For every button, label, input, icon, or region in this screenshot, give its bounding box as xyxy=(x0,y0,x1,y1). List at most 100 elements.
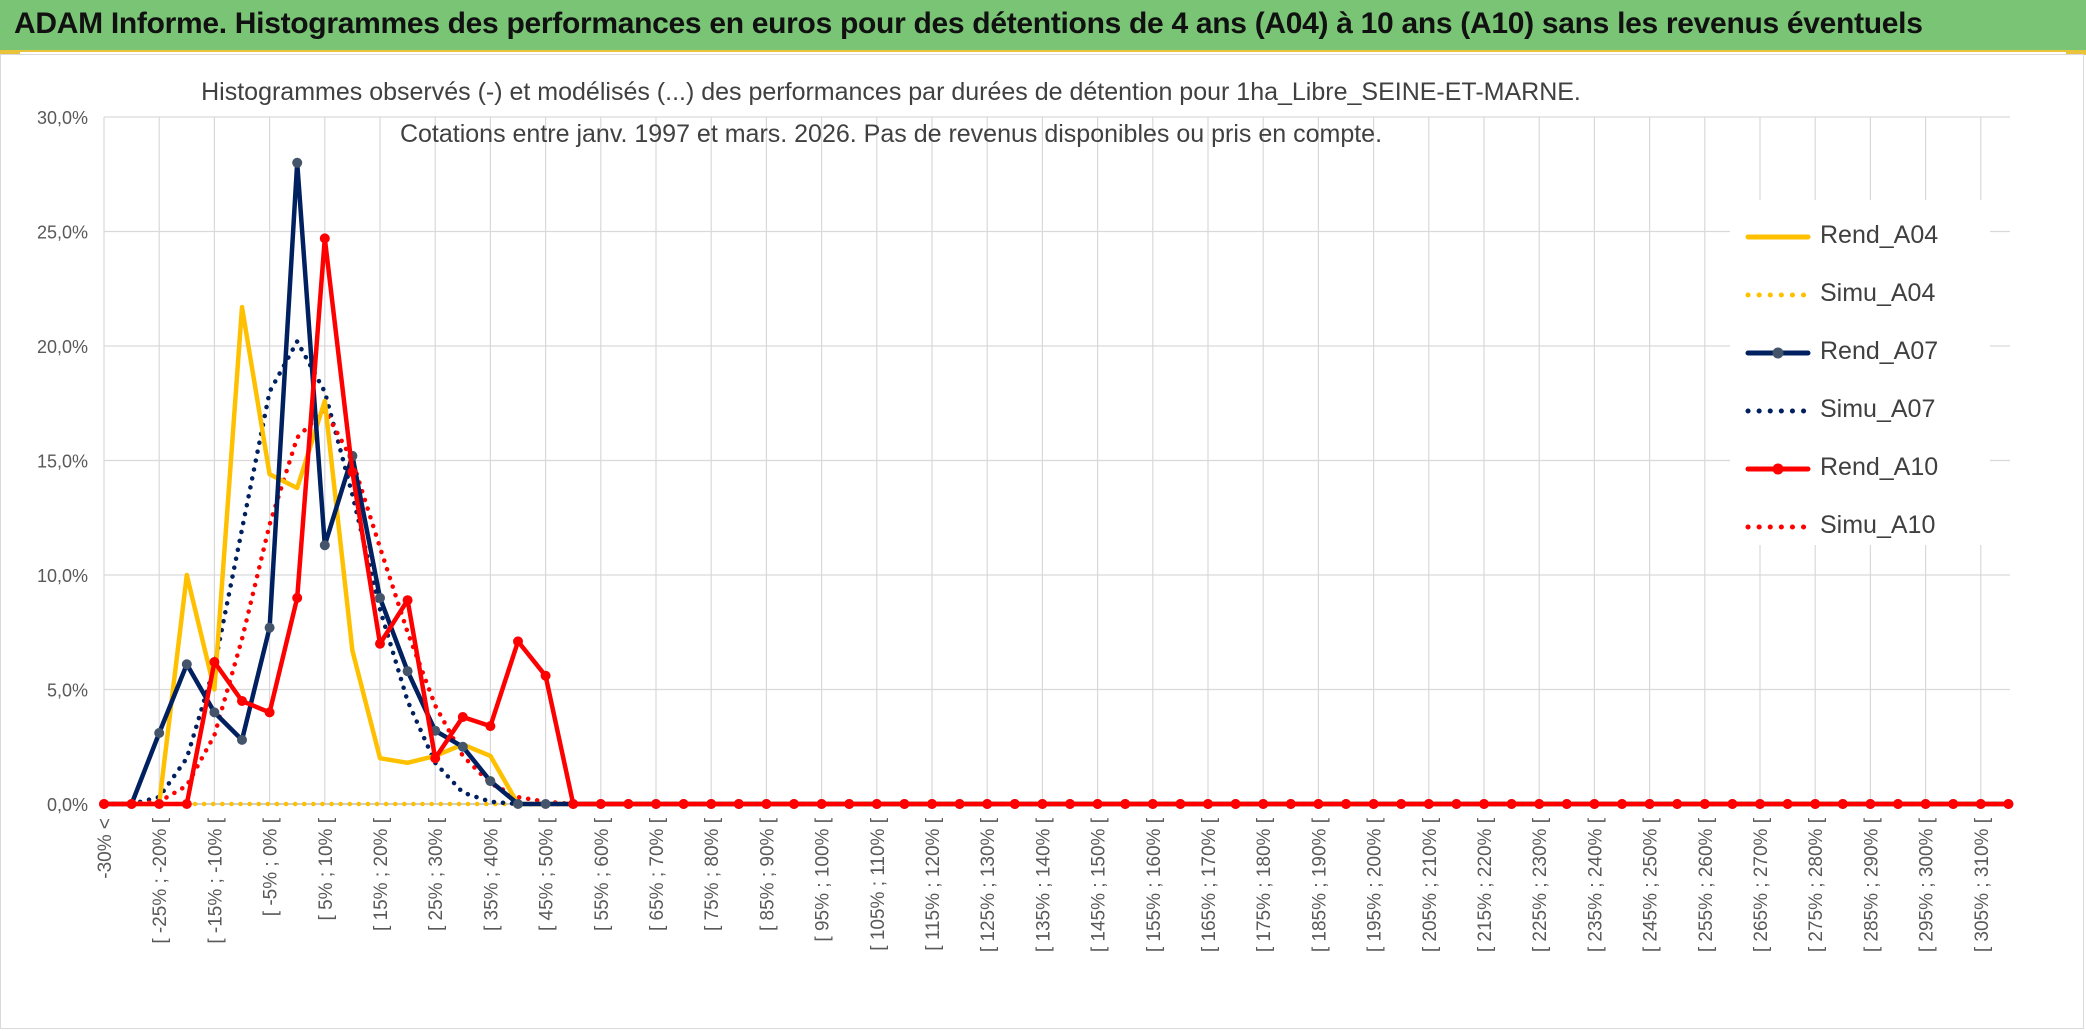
x-tick-label: [ 175% ; 180% [ xyxy=(1254,817,1275,952)
chart-frame xyxy=(0,54,2084,1029)
legend-item-rend-a07: Rend_A07 xyxy=(1742,333,1992,373)
data-point-rend-a10 xyxy=(319,233,330,244)
data-point-rend-a07 xyxy=(237,734,247,745)
legend-item-simu-a10: Simu_A10 xyxy=(1742,507,1992,547)
legend-label: Simu_A07 xyxy=(1820,395,1936,423)
data-point-rend-a10 xyxy=(1617,799,1627,809)
data-point-rend-a10 xyxy=(1230,799,1241,809)
data-point-rend-a10 xyxy=(651,799,661,809)
data-point-rend-a10 xyxy=(1175,799,1186,809)
x-tick-label: [ 215% ; 220% [ xyxy=(1475,817,1496,952)
data-point-rend-a10 xyxy=(844,799,855,809)
data-point-rend-a10 xyxy=(347,466,358,477)
data-point-rend-a10 xyxy=(126,799,137,809)
data-point-rend-a10 xyxy=(99,799,109,809)
legend-swatch xyxy=(1745,292,1811,298)
chart-subtitle: Cotations entre janv. 1997 et mars. 2026… xyxy=(399,120,1383,148)
x-tick-label: [ -5% ; 0% [ xyxy=(261,817,282,916)
x-tick-label: [ 195% ; 200% [ xyxy=(1365,817,1386,952)
data-point-rend-a10 xyxy=(1147,799,1158,809)
data-point-rend-a10 xyxy=(1920,799,1931,809)
x-tick-label: [ 155% ; 160% [ xyxy=(1144,817,1165,952)
data-point-rend-a10 xyxy=(1644,799,1655,809)
data-point-rend-a10 xyxy=(568,799,579,809)
data-point-rend-a07 xyxy=(292,157,303,168)
data-point-rend-a10 xyxy=(1948,799,1959,809)
data-point-rend-a07 xyxy=(540,799,551,809)
data-point-rend-a10 xyxy=(1727,799,1738,809)
legend-label: Rend_A07 xyxy=(1820,337,1939,365)
y-axis-ticks: 0,0% 5,0% 10,0% 15,0% 20,0% 25,0% 30,0% xyxy=(37,108,88,815)
x-tick-label: [ 205% ; 210% [ xyxy=(1420,817,1441,952)
data-point-rend-a10 xyxy=(1782,799,1793,809)
x-tick-label: [ 185% ; 190% [ xyxy=(1309,817,1330,952)
corner-accent-left xyxy=(0,50,20,55)
data-point-rend-a10 xyxy=(375,638,385,649)
legend-label: Simu_A04 xyxy=(1820,279,1936,307)
data-point-rend-a10 xyxy=(927,799,937,809)
data-point-rend-a10 xyxy=(789,799,799,809)
data-point-rend-a10 xyxy=(1423,799,1434,809)
data-point-rend-a10 xyxy=(982,799,993,809)
data-point-rend-a07 xyxy=(375,592,385,603)
data-point-rend-a07 xyxy=(181,659,192,670)
x-tick-label: [ 165% ; 170% [ xyxy=(1199,817,1220,952)
data-point-rend-a10 xyxy=(1451,799,1462,809)
chart-legend: Rend_A04 Simu_A04 Rend_A07 Simu_A07 Rend_A10… xyxy=(1730,200,1990,545)
data-point-rend-a10 xyxy=(1561,799,1572,809)
data-point-rend-a07 xyxy=(485,776,496,787)
x-tick-label: [ 295% ; 300% [ xyxy=(1917,817,1938,952)
x-tick-label: [ 75% ; 80% [ xyxy=(702,817,723,931)
data-point-rend-a10 xyxy=(1341,799,1351,809)
data-point-rend-a10 xyxy=(1810,799,1821,809)
legend-swatch xyxy=(1745,524,1811,530)
data-point-rend-a10 xyxy=(678,799,689,809)
data-point-rend-a10 xyxy=(623,799,634,809)
data-point-rend-a10 xyxy=(954,799,965,809)
legend-item-rend-a10: Rend_A10 xyxy=(1742,449,1992,489)
data-point-rend-a07 xyxy=(319,540,330,551)
data-point-rend-a10 xyxy=(595,799,606,809)
x-tick-label: [ -15% ; -10% [ xyxy=(205,817,226,943)
x-tick-label: [ 25% ; 30% [ xyxy=(426,817,447,931)
y-tick-label: 15,0% xyxy=(37,452,88,472)
x-tick-label: [ 125% ; 130% [ xyxy=(978,817,999,952)
data-point-rend-a10 xyxy=(1009,799,1020,809)
series-line-rend-a10 xyxy=(101,236,2011,807)
data-point-rend-a10 xyxy=(899,799,910,809)
data-point-rend-a07 xyxy=(457,741,468,752)
x-tick-label: [ 235% ; 240% [ xyxy=(1585,817,1606,952)
data-point-rend-a10 xyxy=(264,707,275,718)
y-tick-label: 10,0% xyxy=(37,566,88,586)
data-point-rend-a10 xyxy=(237,695,247,706)
data-point-rend-a10 xyxy=(154,799,165,809)
data-point-rend-a10 xyxy=(457,711,468,722)
data-point-rend-a10 xyxy=(209,657,220,668)
data-point-rend-a07 xyxy=(209,707,220,718)
data-point-rend-a10 xyxy=(1975,799,1986,809)
legend-swatch xyxy=(1745,347,1811,359)
legend-swatch xyxy=(1745,463,1811,475)
legend-label: Rend_A10 xyxy=(1820,453,1939,481)
data-point-rend-a10 xyxy=(1092,799,1103,809)
data-point-rend-a10 xyxy=(761,799,772,809)
data-point-rend-a10 xyxy=(1837,799,1848,809)
report-banner: ADAM Informe. Histogrammes des performan… xyxy=(0,0,2086,52)
x-tick-label: [ 85% ; 90% [ xyxy=(757,817,778,931)
x-tick-label: [ 45% ; 50% [ xyxy=(537,817,558,931)
data-point-rend-a10 xyxy=(1893,799,1903,809)
data-point-rend-a10 xyxy=(733,799,744,809)
data-point-rend-a10 xyxy=(706,799,717,809)
data-point-rend-a10 xyxy=(1065,799,1075,809)
x-tick-label: [ 245% ; 250% [ xyxy=(1641,817,1662,952)
data-point-rend-a10 xyxy=(1534,799,1545,809)
data-point-rend-a10 xyxy=(513,636,523,647)
x-tick-label: [ 135% ; 140% [ xyxy=(1033,817,1054,952)
x-tick-label: [ -25% ; -20% [ xyxy=(150,817,171,943)
data-point-rend-a10 xyxy=(1285,799,1296,809)
legend-label: Rend_A04 xyxy=(1820,221,1939,249)
data-point-rend-a10 xyxy=(1672,799,1683,809)
y-tick-label: 30,0% xyxy=(37,108,88,128)
data-point-rend-a10 xyxy=(816,799,827,809)
